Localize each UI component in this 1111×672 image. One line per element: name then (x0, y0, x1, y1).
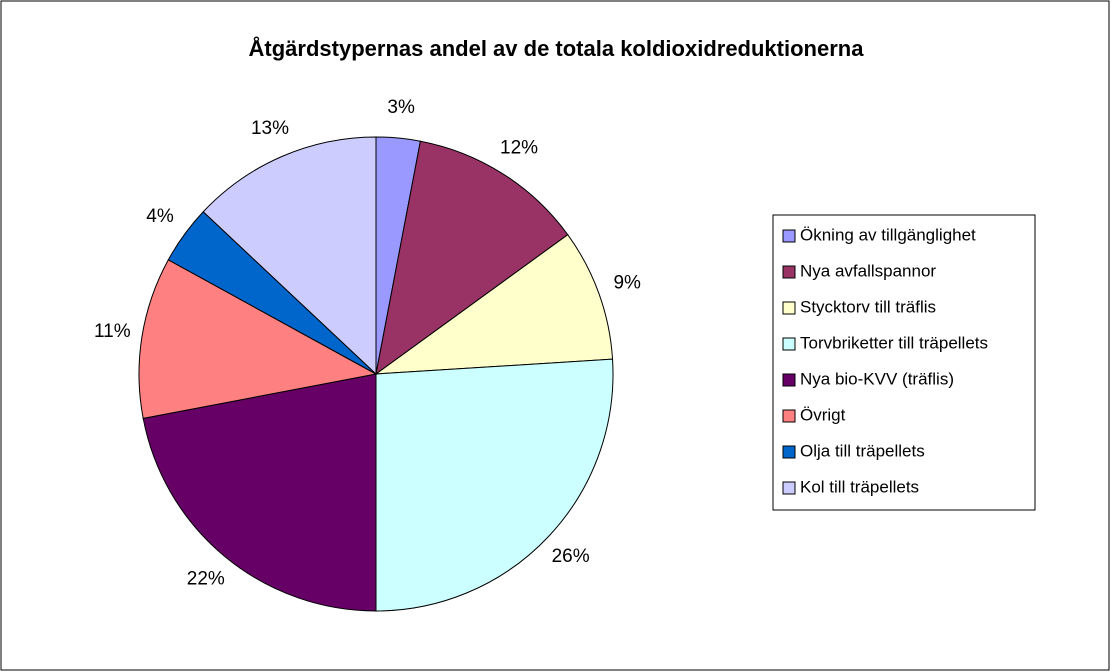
legend-label: Torvbriketter till träpellets (800, 333, 988, 352)
legend-swatch (782, 445, 796, 459)
legend-label: Ökning av tillgänglighet (800, 225, 976, 244)
legend-label: Övrigt (800, 405, 846, 424)
pie-slice (375, 140, 569, 376)
legend-swatch (782, 337, 796, 351)
legend-swatch (782, 481, 796, 495)
data-label: 4% (146, 206, 174, 227)
legend-box (772, 214, 1036, 511)
data-label: 22% (187, 569, 225, 590)
pie-slice (375, 358, 614, 612)
pie-slice (142, 373, 377, 612)
legend-swatch (782, 373, 796, 387)
data-label: 26% (552, 546, 590, 567)
legend-label: Kol till träpellets (800, 477, 919, 496)
data-label: 12% (500, 138, 538, 159)
legend-swatch (782, 301, 796, 315)
legend-label: Nya avfallspannor (800, 261, 936, 280)
legend-label: Olja till träpellets (800, 441, 925, 460)
pie-slice (202, 136, 377, 376)
pie-slice (138, 259, 378, 419)
pie-slice (374, 233, 614, 375)
legend-swatch (782, 229, 796, 243)
legend-swatch (782, 265, 796, 279)
data-label: 13% (251, 118, 289, 139)
data-label: 9% (613, 273, 641, 294)
legend-swatch (782, 409, 796, 423)
legend-label: Stycktorv till träflis (800, 297, 936, 316)
legend-label: Nya bio-KVV (träflis) (800, 369, 954, 388)
data-label: 3% (387, 97, 415, 118)
chart-title: Åtgärdstypernas andel av de totala koldi… (249, 35, 865, 61)
data-label: 11% (94, 321, 131, 342)
